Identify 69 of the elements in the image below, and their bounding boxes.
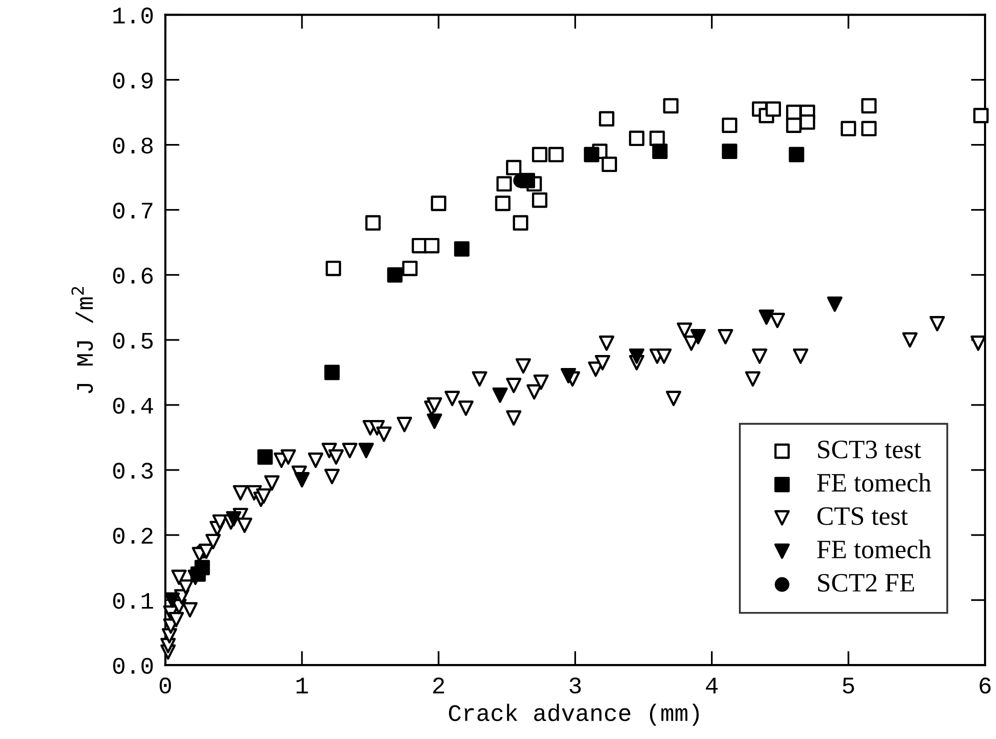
y-tick-label: 0.8 (113, 138, 153, 154)
y-tick-label: 0.6 (113, 268, 153, 284)
point (226, 511, 242, 526)
point (506, 160, 522, 176)
point (722, 118, 738, 134)
point (722, 144, 738, 160)
point (758, 309, 774, 325)
x-tick-label: 0 (160, 678, 171, 694)
x-tick-label: 6 (980, 678, 991, 694)
point (454, 241, 470, 257)
point (257, 449, 273, 465)
y-tick-label: 0.1 (113, 592, 154, 609)
point (584, 146, 600, 162)
point (496, 176, 512, 192)
point (495, 196, 510, 212)
y-axis-title: J MJ /m$^{2}$ (71, 287, 93, 394)
y-tick-label: 0.9 (113, 72, 153, 89)
point (520, 172, 536, 188)
x-tick-label: 2 (433, 678, 444, 694)
point (365, 215, 381, 231)
y-tick-label: 0.7 (113, 202, 152, 219)
y-tick-label: 0.0 (113, 658, 153, 674)
y-tick-label: 0.2 (113, 528, 153, 544)
legend-label: SCT3 test (818, 440, 922, 458)
legend-label: FE tomech (817, 540, 932, 558)
point (628, 130, 644, 146)
point (326, 260, 342, 276)
point (598, 111, 614, 127)
point (194, 560, 210, 576)
point (840, 120, 856, 136)
point (402, 260, 418, 276)
point (548, 146, 564, 162)
point (602, 156, 618, 172)
legend-label: FE tomech (817, 473, 932, 492)
point (652, 144, 668, 160)
point (827, 296, 842, 312)
point (492, 388, 508, 403)
point (387, 267, 403, 283)
point (786, 118, 802, 134)
point (800, 114, 816, 130)
point (628, 348, 644, 364)
point (358, 442, 374, 458)
point (426, 414, 442, 429)
point (766, 101, 781, 117)
x-tick-label: 1 (296, 678, 308, 694)
point (973, 108, 989, 124)
point (861, 98, 877, 114)
x-axis-title: Crack advance (mm) (448, 704, 699, 726)
legend-label: SCT2 FE (818, 574, 914, 592)
point (788, 146, 804, 162)
y-tick-label: 0.4 (113, 398, 154, 414)
point (690, 328, 706, 344)
point (532, 192, 548, 208)
y-tick-label: 0.5 (113, 332, 153, 349)
point (663, 98, 679, 114)
point (424, 238, 440, 254)
x-tick-label: 4 (706, 678, 718, 694)
legend-label: CTS test (817, 507, 908, 526)
point (560, 368, 576, 384)
x-tick-label: 3 (570, 678, 581, 694)
point (512, 215, 528, 231)
point (430, 196, 446, 212)
point (294, 472, 310, 488)
point (532, 146, 548, 162)
y-tick-label: 1.0 (113, 8, 153, 24)
x-tick-label: 5 (842, 678, 854, 694)
point (861, 120, 877, 136)
point (324, 364, 340, 380)
y-tick-label: 0.3 (113, 462, 153, 479)
